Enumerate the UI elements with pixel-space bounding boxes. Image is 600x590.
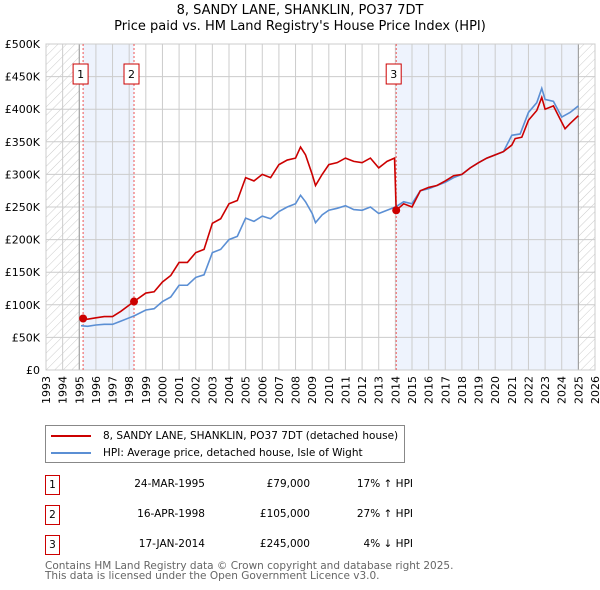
x-tick-label: 2011 [339,376,352,404]
chart-subtitle: Price paid vs. HM Land Registry's House … [114,19,486,34]
transaction-row: 3 17-JAN-2014 £245,000 4% ↓ HPI [45,535,465,555]
x-tick-label: 1994 [57,376,70,404]
x-tick-label: 2014 [389,376,402,404]
transaction-price: £245,000 [259,538,310,550]
y-tick-label: £300K [5,168,41,181]
sale-label: 3 [390,68,397,81]
transaction-row: 1 24-MAR-1995 £79,000 17% ↑ HPI [45,475,465,495]
y-tick-label: £0 [26,364,40,377]
x-tick-label: 2003 [206,376,219,404]
legend: 8, SANDY LANE, SHANKLIN, PO37 7DT (detac… [45,425,405,463]
footer: Contains HM Land Registry data © Crown c… [45,560,454,582]
y-tick-label: £50K [12,331,41,344]
sale-label: 1 [77,68,84,81]
transaction-date: 16-APR-1998 [137,508,205,520]
transaction-number: 3 [45,535,60,555]
x-tick-label: 2001 [173,376,186,404]
legend-swatch-red [51,435,91,437]
x-tick-label: 2020 [489,376,502,404]
x-tick-label: 2004 [223,376,236,404]
legend-label: HPI: Average price, detached house, Isle… [103,447,363,459]
y-tick-label: £200K [5,234,41,247]
x-tick-label: 2012 [356,376,369,404]
x-tick-label: 2006 [256,376,269,404]
sale-point [130,297,139,306]
y-tick-label: £350K [5,136,41,149]
x-tick-label: 2021 [506,376,519,404]
x-tick-label: 2008 [290,376,303,404]
x-tick-label: 2022 [522,376,535,404]
price-chart: 1993 1994 1995 1996 1997 1998 1999 2000 2001 2002… [5,38,600,404]
x-tick-label: 2015 [406,376,419,404]
transaction-number: 1 [45,475,60,495]
y-tick-label: £500K [5,38,41,51]
legend-item-property: 8, SANDY LANE, SHANKLIN, PO37 7DT (detac… [46,428,398,444]
x-tick-label: 2005 [240,376,253,404]
legend-label: 8, SANDY LANE, SHANKLIN, PO37 7DT (detac… [103,430,399,442]
x-tick-label: 1993 [40,376,53,404]
plot-frame [45,43,596,371]
x-tick-label: 2007 [273,376,286,404]
chart-title-block: 8, SANDY LANE, SHANKLIN, PO37 7DT Price … [0,3,600,35]
sale-label-box [385,63,402,85]
x-tick-label: 2026 [589,376,600,404]
sale-point [392,206,401,215]
x-tick-label: 2016 [423,376,436,404]
x-tick-label: 2023 [539,376,552,404]
footer-copyright: Contains HM Land Registry data © Crown c… [45,560,454,572]
x-tick-label: 1999 [140,376,153,404]
sale-label: 2 [128,68,135,81]
transaction-date: 24-MAR-1995 [134,478,205,490]
x-tick-label: 2002 [190,376,203,404]
y-tick-label: £250K [5,201,41,214]
x-tick-label: 2010 [323,376,336,404]
sale-point [79,314,88,323]
x-tick-label: 1996 [90,376,103,404]
x-tick-label: 2025 [572,376,585,404]
transaction-number: 2 [45,505,60,525]
transaction-hpi-diff: 4% ↓ HPI [363,538,413,550]
legend-item-hpi: HPI: Average price, detached house, Isle… [46,445,363,461]
y-tick-label: £150K [5,266,41,279]
x-tick-label: 2019 [473,376,486,404]
y-tick-label: £450K [5,71,41,84]
transaction-hpi-diff: 17% ↑ HPI [356,478,413,490]
x-tick-label: 2009 [306,376,319,404]
x-tick-label: 2000 [156,376,169,404]
y-tick-label: £400K [5,103,41,116]
x-tick-label: 1998 [123,376,136,404]
footer-licence: This data is licensed under the Open Gov… [45,570,380,582]
property-price-line [82,94,579,320]
chart-title: 8, SANDY LANE, SHANKLIN, PO37 7DT [176,3,424,18]
transaction-price: £79,000 [266,478,310,490]
x-tick-label: 2018 [456,376,469,404]
sale-label-box [123,63,140,85]
x-tick-label: 2017 [439,376,452,404]
x-tick-label: 1997 [107,376,120,404]
y-tick-label: £100K [5,299,41,312]
x-tick-label: 2013 [373,376,386,404]
x-tick-label: 1995 [73,376,86,404]
transaction-hpi-diff: 27% ↑ HPI [356,508,413,520]
sale-label-box [72,63,89,85]
legend-swatch-blue [51,452,91,454]
transaction-price: £105,000 [259,508,310,520]
transaction-date: 17-JAN-2014 [138,538,205,550]
x-tick-label: 2024 [556,376,569,404]
transaction-row: 2 16-APR-1998 £105,000 27% ↑ HPI [45,505,465,525]
